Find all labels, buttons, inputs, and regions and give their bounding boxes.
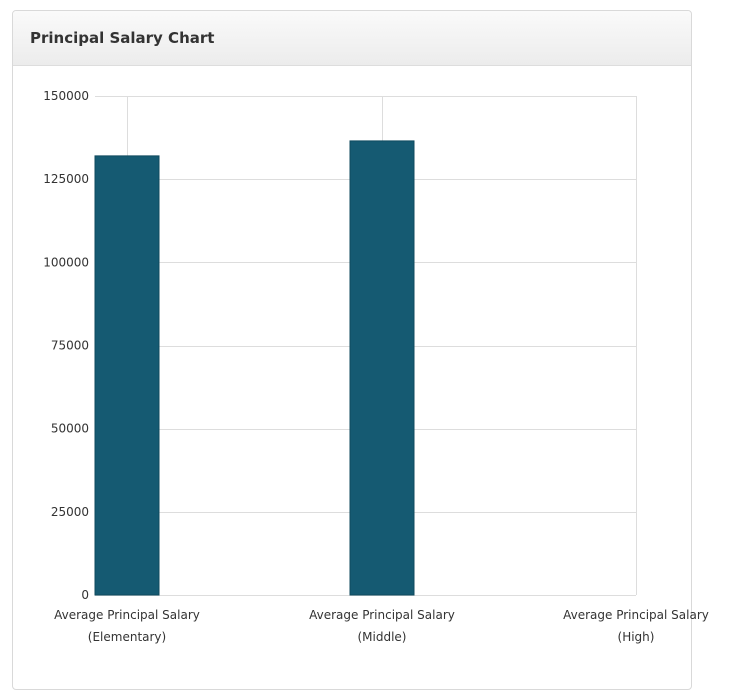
y-tick-label: 25000 bbox=[51, 505, 89, 519]
x-category-label: (Middle) bbox=[357, 630, 406, 644]
x-axis-labels: Average Principal Salary (Elementary) Aver… bbox=[54, 608, 709, 644]
y-tick-label: 150000 bbox=[43, 89, 89, 103]
salary-bar-chart: 0 25000 50000 75000 100000 125000 150000 Avera… bbox=[43, 89, 709, 644]
y-tick-label: 75000 bbox=[51, 339, 89, 353]
x-category-label: Average Principal Salary bbox=[309, 608, 455, 622]
y-axis-ticks: 0 25000 50000 75000 100000 125000 150000 bbox=[43, 89, 89, 602]
panel-title: Principal Salary Chart bbox=[30, 29, 215, 47]
bar bbox=[349, 140, 415, 596]
y-tick-label: 50000 bbox=[51, 422, 89, 436]
y-tick-label: 100000 bbox=[43, 255, 89, 269]
x-category-label: Average Principal Salary bbox=[54, 608, 200, 622]
y-tick-label: 0 bbox=[81, 588, 89, 602]
x-category-label: (High) bbox=[618, 630, 655, 644]
bar-layer bbox=[94, 140, 415, 596]
x-category-label: Average Principal Salary bbox=[563, 608, 709, 622]
bar bbox=[94, 155, 160, 596]
y-tick-label: 125000 bbox=[43, 172, 89, 186]
x-category-label: (Elementary) bbox=[88, 630, 166, 644]
panel-heading: Principal Salary Chart bbox=[13, 11, 691, 66]
